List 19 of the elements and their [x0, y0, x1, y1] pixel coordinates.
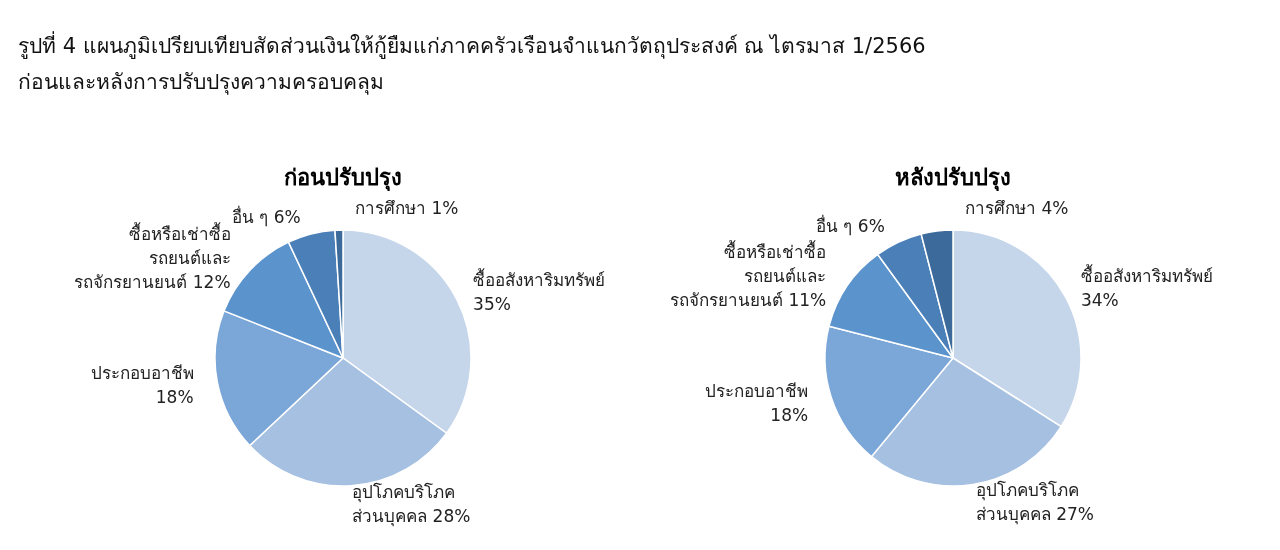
data-label: 34% [1080, 289, 1119, 310]
slice-label: อื่น ๆ 6% [816, 213, 885, 236]
chart-title: ก่อนปรับปรุง [284, 165, 402, 192]
data-label: 18% [155, 387, 194, 408]
slice-label: ประกอบอาชีพ [705, 381, 809, 402]
slice-label: ซื้ออสังหาริมทรัพย์ [1080, 263, 1213, 286]
slice-label: อุปโภคบริโภค ส่วนบุคคล 28% [352, 481, 471, 527]
data-label: 35% [473, 293, 511, 314]
slice-label: อื่น ๆ 6% [231, 204, 301, 227]
slice-label: การศึกษา 1% [355, 198, 459, 218]
slice-label: ซื้อหรือเช่าซื้อ รถยนต์และ รถจักรยานยนต์ 11% [670, 239, 827, 310]
slice-label: ซื้ออสังหาริมทรัพย์ [473, 267, 606, 290]
slice-label: ประกอบอาชีพ [90, 363, 194, 384]
data-label: 18% [770, 405, 809, 426]
slice-label: อุปโภคบริโภค ส่วนบุคคล 27% [975, 480, 1095, 526]
slice-label: ซื้อหรือเช่าซื้อ รถยนต์และ รถจักรยานยนต์ 12% [74, 222, 231, 293]
text: รูปที่ 4 แผนภูมิเปรียบเทียบสัดส่วนเงินให้กู้ยืมแก่ภาคครัวเรือนจำแนกวัตถุประสงค์ ณ ไตรมาส 1/2566 ก่อนและหลังการปรับปรุงความครอบคลุม [18, 31, 926, 95]
chart-title: หลังปรับปรุง [895, 165, 1011, 192]
slice-label: การศึกษา 4% [965, 198, 1069, 218]
